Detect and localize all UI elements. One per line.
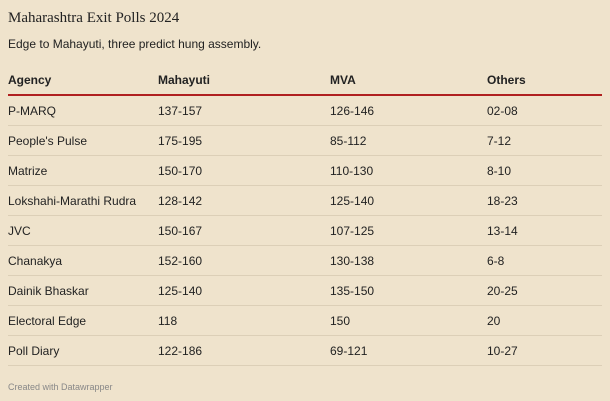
cell: 122-186 [158, 335, 330, 366]
cell: 118 [158, 305, 330, 336]
cell: 135-150 [330, 275, 487, 306]
cell: 69-121 [330, 335, 487, 366]
column-header: Mahayuti [158, 66, 330, 96]
credit: Created with Datawrapper [8, 382, 113, 392]
row: Chanakya 152-160 130-138 6-8 [8, 245, 602, 276]
cell: 125-140 [330, 185, 487, 216]
cell: People's Pulse [8, 125, 158, 156]
cell: 20-25 [487, 275, 602, 306]
cell: 137-157 [158, 95, 330, 126]
cell: 175-195 [158, 125, 330, 156]
cell: 128-142 [158, 185, 330, 216]
cell: 130-138 [330, 245, 487, 276]
column-header: MVA [330, 66, 487, 96]
cell: 126-146 [330, 95, 487, 126]
cell: Dainik Bhaskar [8, 275, 158, 306]
cell: 125-140 [158, 275, 330, 306]
row: JVC 150-167 107-125 13-14 [8, 215, 602, 246]
cell: 18-23 [487, 185, 602, 216]
row: Matrize 150-170 110-130 8-10 [8, 155, 602, 186]
cell: JVC [8, 215, 158, 246]
table: Agency Mahayuti MVA Others P-MARQ 137-157 126-… [8, 66, 602, 366]
cell: 6-8 [487, 245, 602, 276]
cell: 13-14 [487, 215, 602, 246]
cell: 02-08 [487, 95, 602, 126]
title: Maharashtra Exit Polls 2024 [8, 10, 180, 26]
cell: 150 [330, 305, 487, 336]
cell: 150-170 [158, 155, 330, 186]
cell: 10-27 [487, 335, 602, 366]
cell: 107-125 [330, 215, 487, 246]
cell: 85-112 [330, 125, 487, 156]
column-header: Others [487, 66, 602, 96]
cell: Poll Diary [8, 335, 158, 366]
cell: Electoral Edge [8, 305, 158, 336]
cell: 110-130 [330, 155, 487, 186]
row: Lokshahi-Marathi Rudra 128-142 125-140 18-2… [8, 185, 602, 216]
row: Dainik Bhaskar 125-140 135-150 20-25 [8, 275, 602, 306]
column-header: Agency [8, 66, 158, 96]
subtitle: Edge to Mahayuti, three predict hung ass… [8, 37, 262, 51]
cell: Matrize [8, 155, 158, 186]
cell: Lokshahi-Marathi Rudra [8, 185, 158, 216]
cell: 150-167 [158, 215, 330, 246]
cell: Chanakya [8, 245, 158, 276]
cell: 152-160 [158, 245, 330, 276]
cell: 20 [487, 305, 602, 336]
row: Electoral Edge 118 150 20 [8, 305, 602, 336]
row: P-MARQ 137-157 126-146 02-08 [8, 95, 602, 126]
cell: 7-12 [487, 125, 602, 156]
row: Poll Diary 122-186 69-121 10-27 [8, 335, 602, 366]
cell: 8-10 [487, 155, 602, 186]
row: People's Pulse 175-195 85-112 7-12 [8, 125, 602, 156]
cell: P-MARQ [8, 95, 158, 126]
